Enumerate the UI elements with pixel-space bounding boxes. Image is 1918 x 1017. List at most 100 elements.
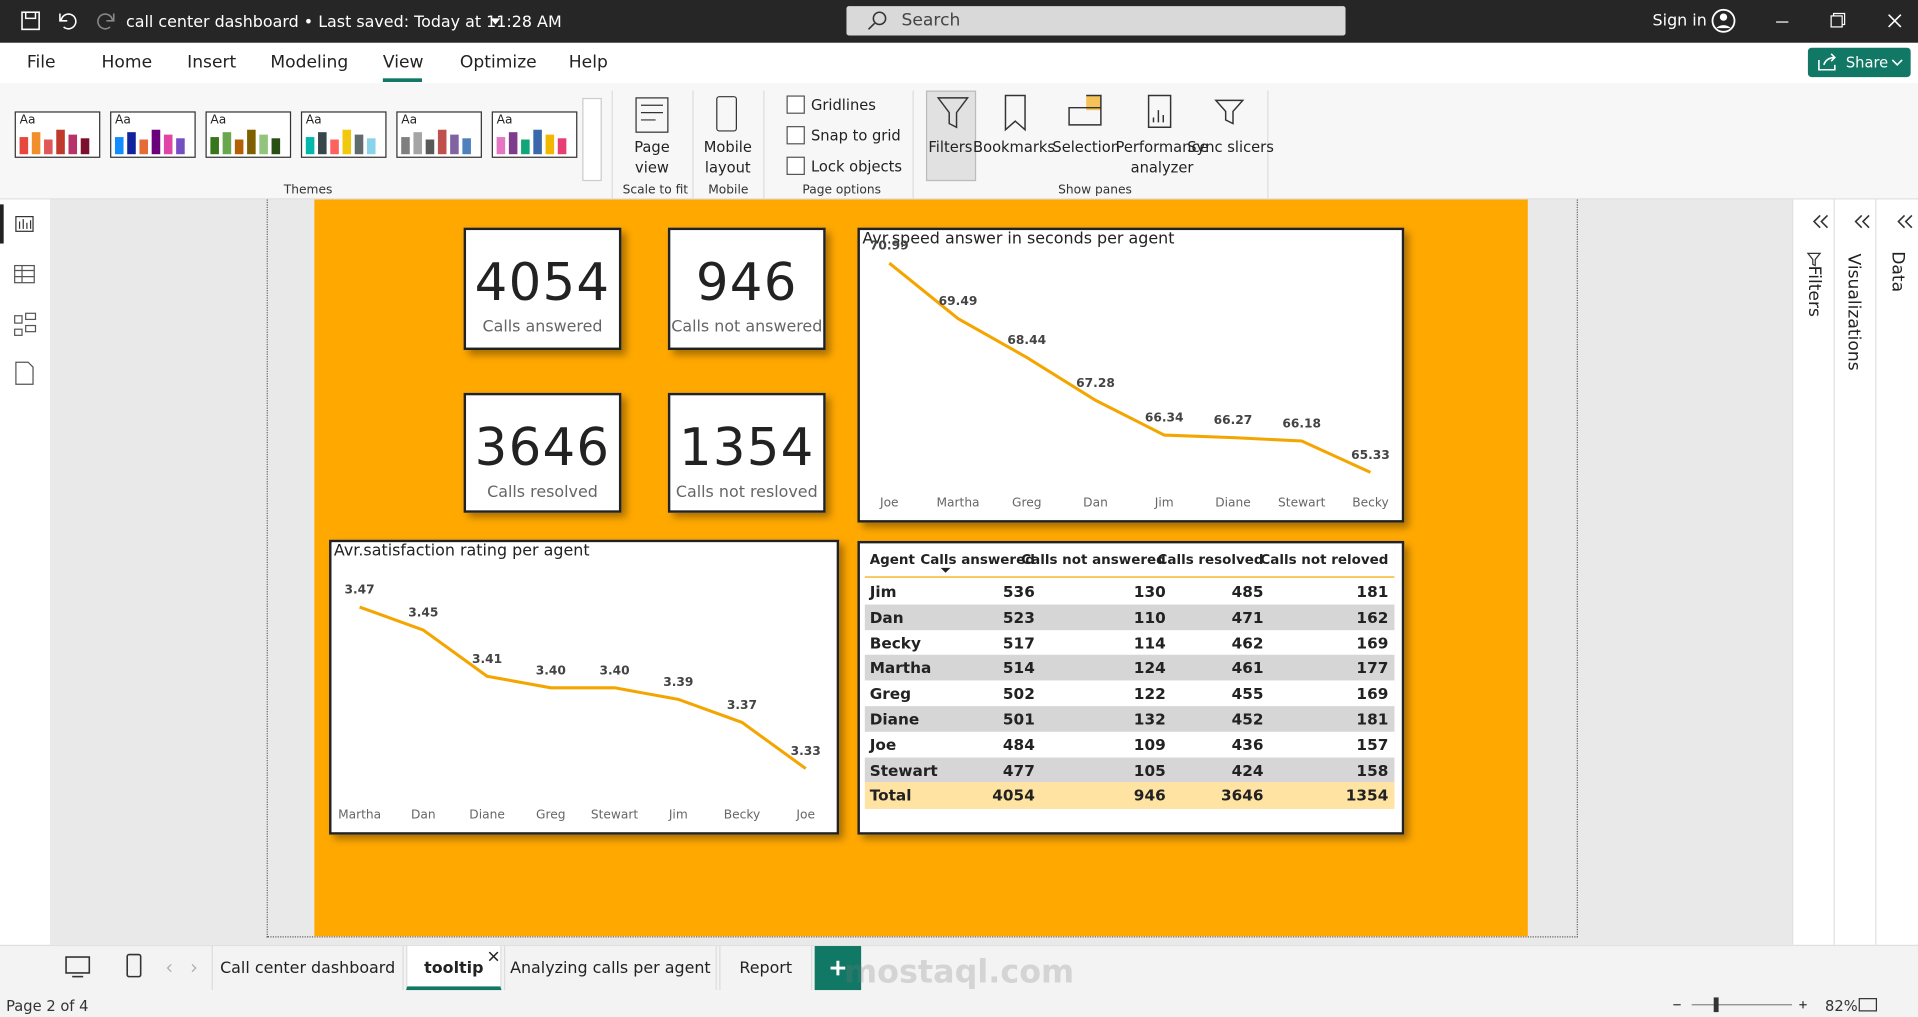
themes-dropdown[interactable] bbox=[582, 97, 602, 182]
sign-in[interactable]: Sign in bbox=[1652, 12, 1707, 31]
x-tick-label: Martha bbox=[338, 808, 381, 822]
theme-bar bbox=[80, 138, 90, 155]
checkbox-label: Lock objects bbox=[810, 157, 903, 176]
column-header[interactable]: Calls resolved bbox=[1157, 551, 1264, 568]
icon bbox=[640, 104, 663, 121]
table-cell: 157 bbox=[1356, 735, 1389, 754]
menu-item[interactable]: File bbox=[26, 52, 56, 73]
ribbon-button[interactable]: Page view bbox=[634, 138, 670, 177]
window-controls bbox=[1711, 8, 1902, 33]
chart-frame bbox=[857, 227, 1405, 523]
tab-bar-icons[interactable] bbox=[0, 945, 208, 992]
menu-item[interactable]: Modeling bbox=[270, 52, 349, 73]
x-tick-label: Dan bbox=[411, 808, 436, 822]
table-cell: Becky bbox=[869, 633, 921, 652]
x-tick-label: Diane bbox=[1215, 496, 1251, 510]
menu-underline bbox=[382, 78, 423, 82]
pane-label[interactable]: Filters bbox=[1804, 265, 1824, 317]
table-cell: 436 bbox=[1231, 735, 1264, 754]
column-header[interactable]: Agent bbox=[869, 551, 915, 568]
table-cell: 169 bbox=[1356, 684, 1389, 703]
theme-label: Aa bbox=[496, 113, 513, 128]
title-dropdown[interactable] bbox=[489, 17, 504, 27]
group-separator bbox=[611, 90, 613, 199]
ribbon-button[interactable]: Bookmarks bbox=[973, 138, 1056, 156]
table-cell: 517 bbox=[1002, 633, 1035, 652]
icon bbox=[936, 97, 970, 129]
table-cell: 105 bbox=[1133, 760, 1166, 780]
sort-indicator bbox=[940, 567, 951, 573]
menu-item[interactable]: Insert bbox=[187, 52, 237, 73]
search-box[interactable] bbox=[846, 6, 1346, 36]
table-cell: 181 bbox=[1356, 709, 1389, 729]
group-label: Scale to fit bbox=[622, 183, 689, 198]
pane-chevrons[interactable] bbox=[1792, 208, 1918, 281]
data-label: 3.40 bbox=[536, 663, 566, 677]
pane-label[interactable]: Data bbox=[1887, 251, 1907, 293]
table-cell: Greg bbox=[869, 684, 912, 703]
table-cell: 946 bbox=[1133, 786, 1166, 805]
x-tick-label: Greg bbox=[536, 808, 565, 822]
table-cell: 122 bbox=[1133, 684, 1166, 703]
ribbon-button[interactable]: Sync slicers bbox=[1187, 138, 1274, 156]
theme-bars bbox=[19, 129, 90, 155]
group-label: Mobile bbox=[708, 183, 749, 198]
menu-item[interactable]: View bbox=[382, 52, 424, 73]
ribbon-button[interactable]: Mobile layout bbox=[703, 138, 752, 177]
ribbon-button[interactable]: Filters bbox=[928, 138, 973, 156]
column-header[interactable]: Calls not answered bbox=[1021, 551, 1166, 568]
data-label: 3.33 bbox=[791, 744, 821, 758]
table-cell: 1354 bbox=[1345, 786, 1389, 805]
menu-item[interactable]: Optimize bbox=[459, 52, 537, 73]
page-tab[interactable] bbox=[503, 946, 717, 991]
ribbon-button[interactable]: Performance analyzer bbox=[1115, 138, 1209, 177]
search-placeholder: Search bbox=[901, 11, 961, 31]
icon bbox=[1004, 94, 1026, 132]
theme-bar bbox=[139, 139, 149, 155]
column-header[interactable]: Calls not reloved bbox=[1260, 551, 1389, 568]
data-label: 3.47 bbox=[345, 583, 375, 597]
theme-bars bbox=[305, 129, 376, 155]
data-label: 3.40 bbox=[599, 663, 629, 677]
pane-label[interactable]: Visualizations bbox=[1843, 253, 1863, 371]
icon bbox=[940, 567, 951, 573]
x-tick-label: Greg bbox=[1012, 496, 1041, 510]
watermark: mostaql.com bbox=[844, 954, 1075, 992]
data-label: 3.37 bbox=[727, 698, 757, 712]
theme-bar bbox=[234, 139, 244, 155]
menu-item[interactable]: Home bbox=[101, 52, 153, 73]
x-tick-label: Stewart bbox=[591, 808, 639, 822]
search-icon bbox=[867, 11, 887, 30]
table-cell: 109 bbox=[1133, 735, 1166, 754]
left-nav-icons[interactable] bbox=[0, 199, 51, 407]
table-cell: 536 bbox=[1002, 582, 1035, 601]
checkbox[interactable] bbox=[786, 95, 805, 114]
x-tick-label: Jim bbox=[668, 808, 688, 822]
theme-label: Aa bbox=[401, 113, 418, 128]
kpi-card bbox=[667, 227, 826, 351]
theme-bar bbox=[222, 132, 232, 155]
page-tab[interactable] bbox=[211, 946, 404, 991]
kpi-value: 3646 bbox=[474, 417, 611, 478]
zoom-slider[interactable] bbox=[1670, 994, 1915, 1016]
page-tab[interactable] bbox=[719, 946, 813, 991]
theme-bar bbox=[127, 132, 136, 155]
checkbox[interactable] bbox=[786, 126, 805, 145]
page-tab[interactable] bbox=[406, 946, 502, 991]
column-header[interactable]: Calls answered bbox=[920, 551, 1035, 568]
table-cell: 424 bbox=[1231, 760, 1264, 780]
table-cell: 130 bbox=[1133, 582, 1166, 601]
theme-bar bbox=[44, 139, 53, 155]
table-cell: 471 bbox=[1231, 607, 1264, 627]
checkbox[interactable] bbox=[786, 156, 805, 176]
theme-bar bbox=[533, 129, 542, 155]
x-tick-label: Joe bbox=[795, 808, 815, 822]
table-cell: Diane bbox=[869, 709, 920, 729]
selected-button bbox=[925, 90, 977, 182]
table-row bbox=[864, 655, 1395, 681]
group-label: Page options bbox=[802, 183, 881, 198]
theme-bar bbox=[557, 138, 567, 155]
data-label: 66.27 bbox=[1214, 413, 1253, 427]
ribbon-button[interactable]: Selection bbox=[1052, 138, 1121, 156]
menu-item[interactable]: Help bbox=[568, 52, 608, 73]
